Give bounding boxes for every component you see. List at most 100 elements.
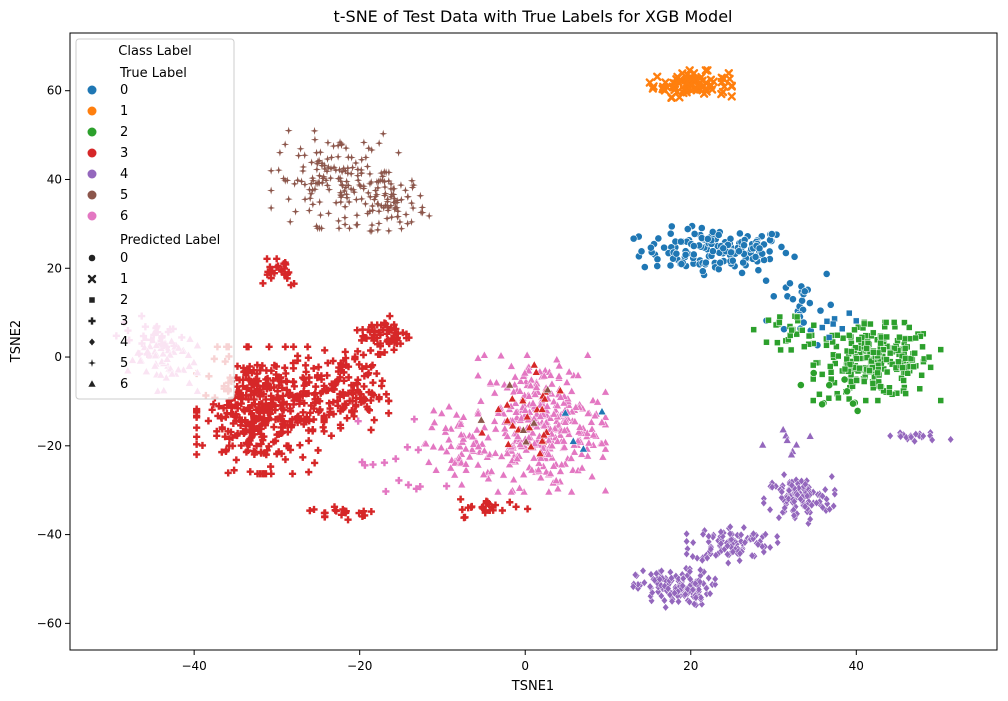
data-point (751, 253, 760, 261)
data-point (394, 148, 403, 157)
data-point (500, 424, 510, 433)
data-point (785, 494, 793, 504)
data-point (359, 138, 368, 147)
data-point (823, 494, 831, 504)
data-point (800, 287, 809, 296)
data-point (867, 320, 874, 328)
data-point (551, 475, 561, 484)
data-point (702, 584, 710, 593)
data-point (874, 369, 881, 377)
data-point (250, 412, 258, 420)
data-point (729, 547, 737, 557)
data-point (479, 350, 489, 359)
data-point (805, 332, 813, 340)
data-point (264, 268, 272, 276)
data-point (846, 361, 854, 368)
data-point (427, 422, 437, 431)
data-point (805, 431, 815, 440)
data-point (305, 206, 314, 215)
data-point (219, 404, 228, 412)
data-point (677, 260, 686, 268)
data-point (407, 217, 416, 226)
data-point (528, 398, 538, 407)
data-point (468, 502, 476, 511)
data-point (843, 387, 851, 396)
data-point (766, 505, 774, 514)
legend: Class Label True Label Predicted Label 0… (75, 38, 235, 400)
data-point (267, 367, 275, 375)
data-point (509, 475, 519, 484)
data-point (667, 573, 675, 583)
data-point (242, 439, 251, 447)
data-point (692, 593, 700, 602)
data-point (383, 330, 391, 338)
data-point (755, 244, 764, 253)
data-point (389, 198, 398, 207)
data-point (436, 443, 446, 452)
data-point (343, 414, 351, 422)
data-point (483, 474, 493, 483)
data-point (690, 229, 699, 238)
legend-true-label: 6 (120, 209, 128, 224)
data-point (307, 189, 316, 198)
data-point (828, 472, 836, 481)
data-point (336, 174, 345, 183)
data-point (754, 540, 762, 549)
data-point (735, 247, 743, 256)
data-point (353, 165, 362, 174)
legend-true-marker (87, 106, 97, 116)
data-point (344, 153, 353, 162)
data-point (336, 177, 345, 186)
data-point (907, 432, 915, 442)
data-point (788, 326, 795, 334)
data-point (266, 263, 274, 271)
data-point (283, 386, 291, 394)
data-point (341, 348, 349, 356)
data-point (208, 406, 216, 414)
data-point (826, 363, 834, 370)
data-point (866, 367, 873, 374)
data-point (373, 369, 381, 378)
data-point (341, 183, 350, 192)
data-point (368, 361, 377, 369)
data-point (587, 471, 597, 480)
data-point (352, 195, 361, 204)
data-point (544, 435, 554, 444)
data-point (739, 258, 748, 267)
data-point (526, 381, 536, 389)
data-point (860, 378, 868, 385)
y-tick-label: −20 (37, 439, 62, 453)
data-point (797, 494, 805, 504)
data-point (267, 401, 275, 409)
data-point (381, 189, 390, 198)
data-point (683, 70, 692, 79)
data-point (267, 274, 275, 282)
data-point (225, 442, 233, 450)
data-point (296, 441, 304, 449)
data-point (390, 205, 399, 214)
data-point (720, 82, 729, 91)
data-point (883, 368, 891, 376)
legend-pred-marker (88, 359, 96, 367)
data-point (323, 155, 332, 164)
data-point (474, 441, 483, 450)
data-point (502, 416, 512, 425)
data-point (597, 406, 607, 415)
data-point (314, 446, 322, 454)
data-point (335, 224, 344, 233)
data-point (382, 320, 390, 328)
data-point (289, 359, 297, 367)
data-point (782, 435, 792, 444)
data-point (372, 177, 381, 186)
data-point (883, 356, 890, 363)
data-point (281, 343, 289, 351)
data-point (254, 427, 262, 435)
data-point (660, 243, 669, 252)
data-point (317, 389, 325, 397)
data-point (339, 164, 348, 173)
data-point (262, 375, 270, 384)
data-point (529, 418, 539, 427)
data-point (359, 351, 368, 359)
data-point (227, 410, 235, 418)
data-point (300, 420, 308, 428)
